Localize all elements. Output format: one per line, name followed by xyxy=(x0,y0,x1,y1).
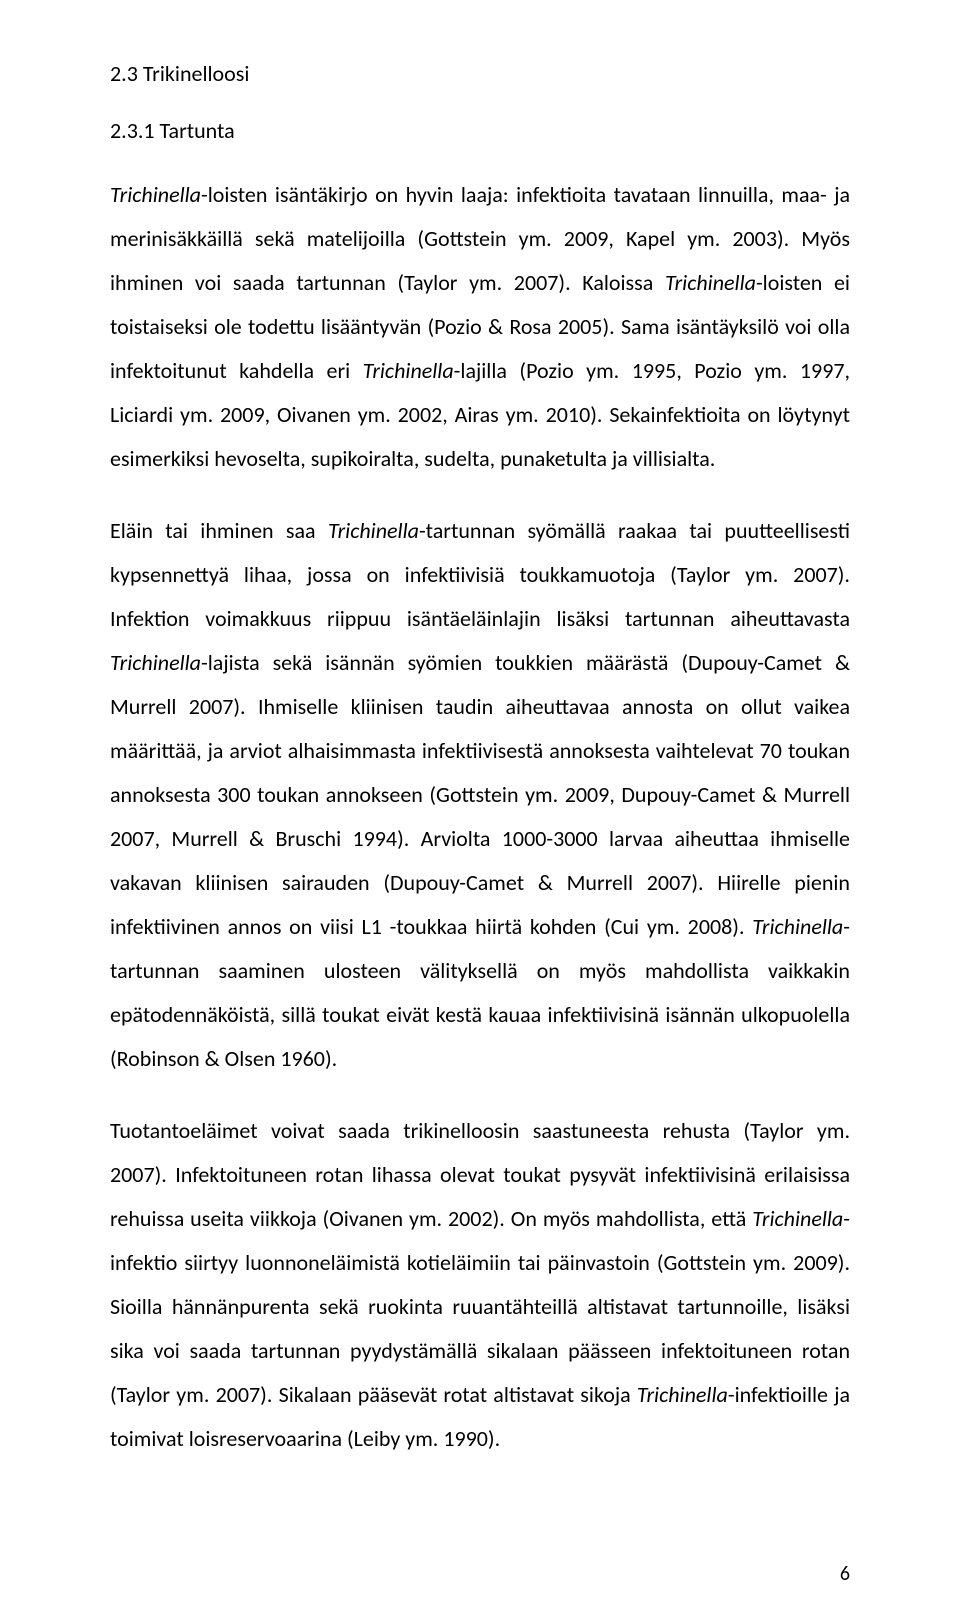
genus-term: Trichinella xyxy=(752,1205,843,1232)
genus-term: Trichinella xyxy=(752,913,843,940)
section-heading: 2.3 Trikinelloosi xyxy=(110,60,850,89)
genus-term: Trichinella xyxy=(363,357,454,384)
document-page: 2.3 Trikinelloosi 2.3.1 Tartunta Trichin… xyxy=(0,0,960,1610)
paragraph-1: Trichinella-loisten isäntäkirjo on hyvin… xyxy=(110,173,850,481)
body-text: -infektio siirtyy luonnoneläimistä kotie… xyxy=(110,1205,850,1408)
page-number: 6 xyxy=(840,1562,850,1586)
genus-term: Trichinella xyxy=(328,517,419,544)
body-text: -lajista sekä isännän syömien toukkien m… xyxy=(110,649,850,940)
body-text: Tuotantoeläimet voivat saada trikinelloo… xyxy=(110,1117,850,1232)
paragraph-2: Eläin tai ihminen saa Trichinella-tartun… xyxy=(110,509,850,1081)
subsection-heading: 2.3.1 Tartunta xyxy=(110,117,850,146)
genus-term: Trichinella xyxy=(637,1381,728,1408)
paragraph-3: Tuotantoeläimet voivat saada trikinelloo… xyxy=(110,1109,850,1461)
genus-term: Trichinella xyxy=(110,181,201,208)
genus-term: Trichinella xyxy=(110,649,201,676)
body-text: Eläin tai ihminen saa xyxy=(110,517,328,544)
genus-term: Trichinella xyxy=(665,269,756,296)
